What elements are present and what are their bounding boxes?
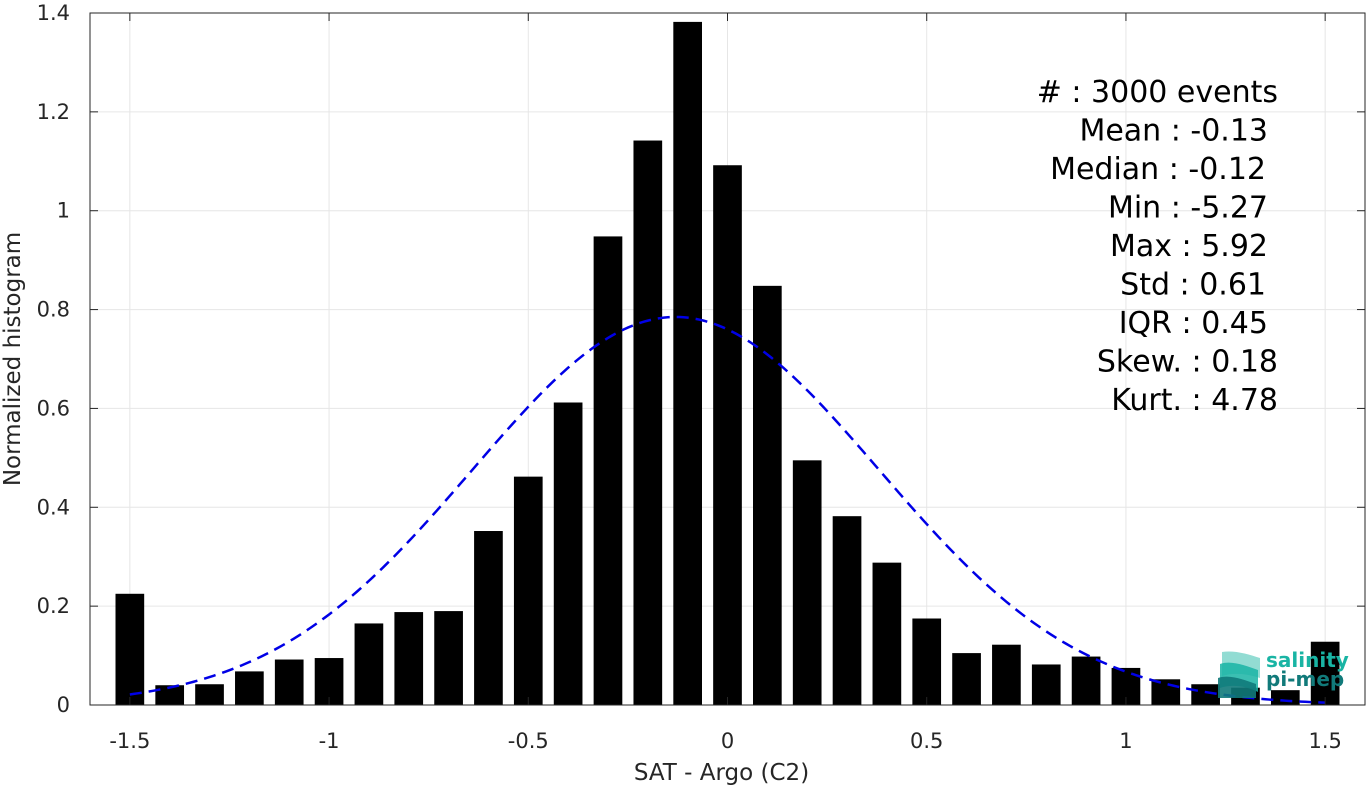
- histogram-bar: [792, 460, 822, 705]
- histogram-bar: [992, 644, 1021, 705]
- stat-std: Std : 0.61: [1120, 268, 1266, 303]
- x-tick-label: 1.5: [1308, 729, 1341, 753]
- histogram-bar: [713, 165, 742, 706]
- histogram-bar: [474, 531, 503, 705]
- x-tick-label: 0: [721, 729, 734, 753]
- histogram-bar: [553, 402, 583, 705]
- normal-fit-curve: [129, 315, 1326, 704]
- y-tick-label: 0.2: [37, 594, 70, 618]
- histogram-bar: [1031, 664, 1061, 705]
- histogram-bar: [872, 562, 902, 705]
- histogram-bar: [753, 285, 782, 705]
- salinity-pimep-logo: salinity pi-mep: [1218, 648, 1349, 698]
- statistics-box: # : 3000 events Mean : -0.13 Median : -0…: [1037, 75, 1278, 418]
- histogram-bar: [155, 685, 185, 705]
- histogram-bar: [1310, 641, 1340, 705]
- stat-count: # : 3000 events: [1037, 75, 1278, 110]
- histogram-bar: [673, 21, 702, 705]
- stat-min: Min : -5.27: [1108, 191, 1268, 226]
- wave-icon: [1218, 651, 1260, 698]
- y-tick-label: 1: [57, 199, 70, 223]
- logo-line2: pi-mep: [1266, 667, 1344, 691]
- x-axis-ticks: -1.5 -1 -0.5 0 0.5 1 1.5: [109, 13, 1342, 753]
- y-tick-label: 0.8: [37, 298, 70, 322]
- y-axis-label: Normalized histogram: [0, 232, 26, 486]
- histogram-bar: [354, 623, 384, 705]
- y-axis-ticks: 0 0.2 0.4 0.6 0.8 1 1.2 1.4: [37, 1, 1365, 717]
- histogram-bar: [1270, 690, 1300, 705]
- histogram-bar: [513, 476, 543, 705]
- histogram-bar: [235, 671, 264, 705]
- x-tick-label: -0.5: [508, 729, 549, 753]
- histogram-bar: [1191, 684, 1220, 705]
- histogram-bar: [115, 593, 145, 705]
- stat-max: Max : 5.92: [1110, 229, 1268, 264]
- histogram-bar: [952, 653, 981, 705]
- stat-skew: Skew. : 0.18: [1097, 345, 1278, 380]
- histogram-bar: [274, 659, 304, 705]
- x-tick-label: -1.5: [109, 729, 150, 753]
- logo-line1: salinity: [1266, 648, 1349, 672]
- y-tick-label: 1.2: [37, 100, 70, 124]
- x-tick-label: 0.5: [910, 729, 943, 753]
- histogram-bar: [195, 684, 224, 705]
- y-tick-label: 0.6: [37, 396, 70, 420]
- histogram-bars: [115, 21, 1340, 706]
- x-axis-label: SAT - Argo (C2): [634, 760, 809, 786]
- stat-iqr: IQR : 0.45: [1119, 306, 1268, 341]
- histogram-bar: [633, 140, 663, 706]
- histogram-bar: [832, 516, 862, 705]
- y-tick-label: 0.4: [37, 495, 70, 519]
- histogram-bar: [912, 618, 942, 705]
- histogram-bar: [434, 611, 463, 705]
- histogram-bar: [593, 236, 623, 705]
- x-tick-label: -1: [319, 729, 340, 753]
- histogram-bar: [394, 612, 424, 705]
- histogram-bar: [1151, 679, 1181, 705]
- histogram-bar: [1071, 656, 1101, 705]
- stat-kurt: Kurt. : 4.78: [1111, 383, 1278, 418]
- stat-mean: Mean : -0.13: [1079, 114, 1268, 149]
- y-tick-label: 1.4: [37, 1, 70, 25]
- x-tick-label: 1: [1119, 729, 1132, 753]
- y-tick-label: 0: [57, 693, 70, 717]
- stat-median: Median : -0.12: [1050, 152, 1266, 187]
